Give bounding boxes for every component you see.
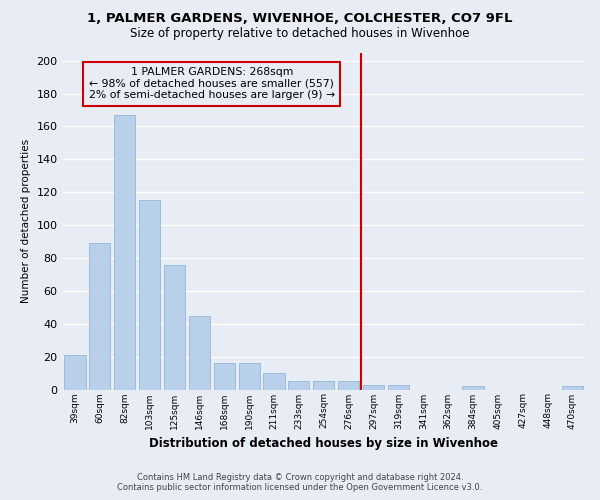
Bar bbox=[338, 382, 359, 390]
Y-axis label: Number of detached properties: Number of detached properties bbox=[21, 139, 31, 303]
Bar bbox=[114, 115, 136, 390]
Text: 1 PALMER GARDENS: 268sqm
← 98% of detached houses are smaller (557)
2% of semi-d: 1 PALMER GARDENS: 268sqm ← 98% of detach… bbox=[89, 68, 335, 100]
X-axis label: Distribution of detached houses by size in Wivenhoe: Distribution of detached houses by size … bbox=[149, 437, 498, 450]
Bar bbox=[263, 373, 284, 390]
Bar bbox=[214, 363, 235, 390]
Bar bbox=[89, 243, 110, 390]
Bar bbox=[239, 363, 260, 390]
Bar bbox=[363, 384, 384, 390]
Bar bbox=[64, 355, 86, 390]
Text: Size of property relative to detached houses in Wivenhoe: Size of property relative to detached ho… bbox=[130, 28, 470, 40]
Bar bbox=[139, 200, 160, 390]
Bar bbox=[463, 386, 484, 390]
Bar bbox=[388, 384, 409, 390]
Bar bbox=[313, 382, 334, 390]
Bar bbox=[189, 316, 210, 390]
Bar bbox=[164, 264, 185, 390]
Text: 1, PALMER GARDENS, WIVENHOE, COLCHESTER, CO7 9FL: 1, PALMER GARDENS, WIVENHOE, COLCHESTER,… bbox=[87, 12, 513, 26]
Bar bbox=[562, 386, 583, 390]
Bar bbox=[289, 382, 310, 390]
Text: Contains HM Land Registry data © Crown copyright and database right 2024.
Contai: Contains HM Land Registry data © Crown c… bbox=[118, 473, 482, 492]
